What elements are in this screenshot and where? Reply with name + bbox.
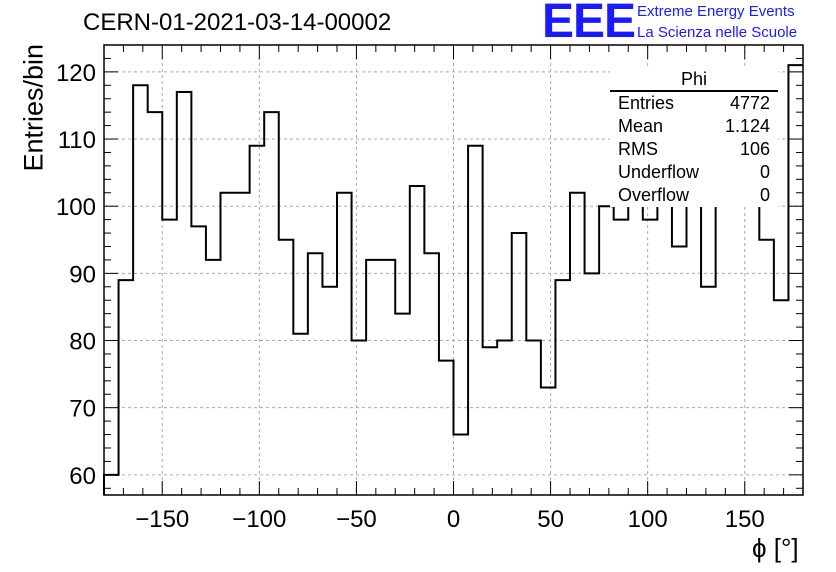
stats-value: 0 [759,185,770,205]
stats-label: Underflow [618,162,700,182]
eee-logo: EEE [542,0,636,48]
y-tick-label: 70 [69,396,96,423]
y-tick-label: 110 [58,127,96,154]
y-axis-label: Entries/bin [18,43,49,172]
stats-box: Phi Entries 4772 Mean 1.124 RMS 106 Unde… [610,68,778,207]
stats-value: 1.124 [724,116,770,136]
plot-title: CERN-01-2021-03-14-00002 [83,9,392,36]
stats-label: Overflow [618,185,690,205]
stats-row-rms: RMS 106 [610,138,778,161]
x-tick-label: −150 [135,506,189,533]
x-tick-label: 100 [628,506,668,533]
stats-label: Entries [618,93,675,113]
x-tick-label: 50 [537,506,564,533]
logo-line-1: Extreme Energy Events [637,3,795,20]
x-tick-label: 0 [447,506,460,533]
y-tick-label: 100 [56,194,96,221]
y-tick-label: 60 [69,463,96,490]
stats-title: Phi [610,68,778,92]
x-tick-label: 150 [725,506,765,533]
x-tick-label: −50 [336,506,377,533]
x-axis-label: ϕ [°] [752,533,799,563]
stats-row-mean: Mean 1.124 [610,115,778,138]
stats-value: 0 [759,162,770,182]
logo-line-2: La Scienza nelle Scuole [637,24,798,41]
y-tick-label: 90 [69,261,96,288]
stats-value: 106 [739,139,770,159]
y-tick-label: 80 [69,329,96,356]
stats-label: RMS [618,139,658,159]
stats-row-overflow: Overflow 0 [610,184,778,207]
stats-value: 4772 [729,93,770,113]
histogram-series [103,64,803,495]
stats-label: Mean [618,116,664,136]
stats-row-entries: Entries 4772 [610,92,778,115]
x-tick-label: −100 [232,506,286,533]
stats-row-underflow: Underflow 0 [610,161,778,184]
y-tick-label: 120 [56,60,96,87]
